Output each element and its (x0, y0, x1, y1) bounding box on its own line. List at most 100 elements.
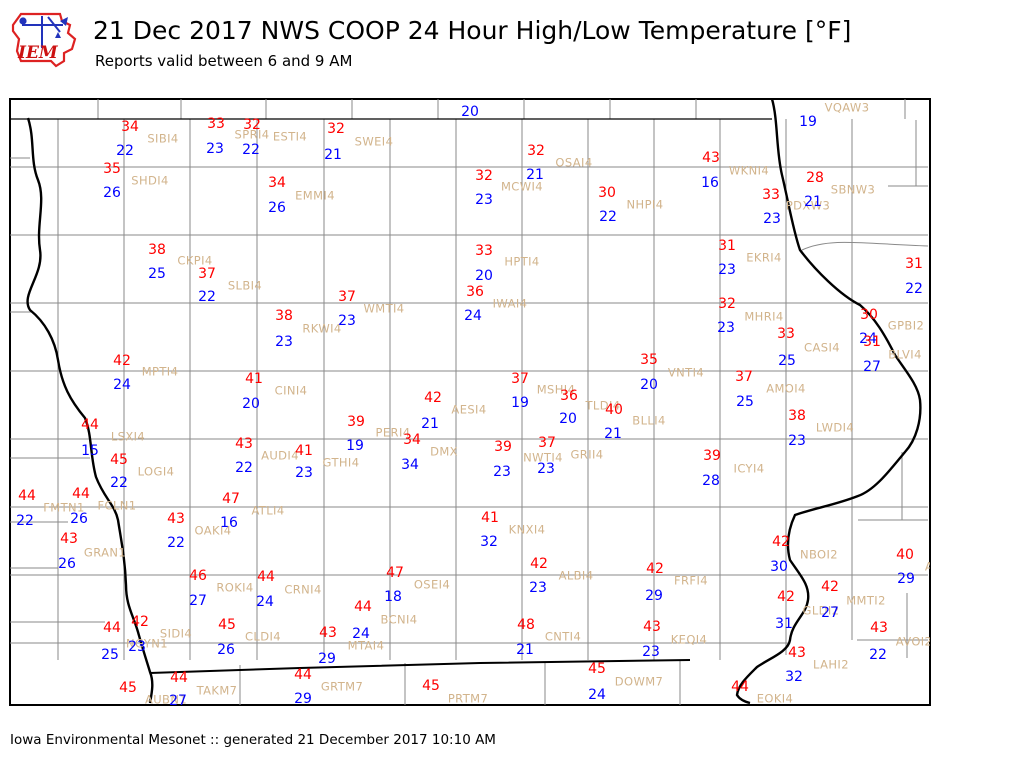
station-PERI4-low-temp: 19 (346, 438, 364, 454)
station-OSEI4-low-temp: 18 (384, 589, 402, 605)
page-subtitle: Reports valid between 6 and 9 AM (95, 52, 353, 70)
station-unlabeled-low-temp: 22 (905, 281, 923, 297)
station-id-label-MPTI4: MPTI4 (141, 364, 179, 379)
station-GRTM7-low-temp: 29 (294, 691, 312, 705)
station-id-label-PDXW3: PDXW3 (785, 198, 831, 213)
station-FMTN1-low-temp: 22 (16, 513, 34, 529)
station-MSHI4-high-temp: 37 (511, 371, 529, 387)
station-ICYI4-high-temp: 39 (703, 448, 721, 464)
station-MCWI4-low-temp: 23 (475, 192, 493, 208)
station-SLBI4-high-temp: 37 (198, 266, 216, 282)
station-BCNI4-high-temp: 44 (354, 599, 372, 615)
station-CASI4-low-temp: 25 (778, 353, 796, 369)
station-AMOI4-low-temp: 25 (736, 394, 754, 410)
station-id-label-GRTM7: GRTM7 (320, 679, 364, 694)
station-id-label-WMTI4: WMTI4 (363, 301, 405, 316)
station-FCLN1-low-temp: 26 (70, 511, 88, 527)
station-id-label-MTAI4: MTAI4 (347, 638, 385, 653)
station-id-label-OSAI4: OSAI4 (555, 155, 593, 170)
station-ALBI4-high-temp: 42 (530, 556, 548, 572)
station-id-label-IWAI4: IWAI4 (492, 296, 528, 311)
station-id-label-CNTI4: CNTI4 (544, 629, 582, 644)
station-MTAI4-low-temp: 29 (318, 651, 336, 667)
station-CNTI4-high-temp: 48 (517, 617, 535, 633)
station-DMX-high-temp: 34 (403, 432, 421, 448)
station-id-label-GPBI2: GPBI2 (887, 318, 925, 333)
station-id-label-NWTI4: NWTI4 (523, 450, 563, 465)
station-FRFI4-low-temp: 29 (645, 588, 663, 604)
station-SLBI4-low-temp: 22 (198, 289, 216, 305)
station-OSAI4-high-temp: 32 (527, 143, 545, 159)
station-CRNI4-high-temp: 44 (257, 569, 275, 585)
station-DMX-low-temp: 34 (401, 457, 419, 473)
station-VNTI4-low-temp: 20 (640, 377, 658, 393)
station-CRNI4-low-temp: 24 (256, 594, 274, 610)
station-MMTI2-low-temp: 27 (821, 605, 839, 621)
station-MCWI4-high-temp: 32 (475, 168, 493, 184)
station-id-label-BLLI4: BLLI4 (632, 413, 666, 428)
station-ROKI4-low-temp: 27 (189, 593, 207, 609)
station-id-label-SHDI4: SHDI4 (131, 173, 169, 188)
station-id-label-CRNI4: CRNI4 (284, 582, 322, 597)
station-NHPI4-low-temp: 22 (599, 209, 617, 225)
station-MMTI2-high-temp: 42 (821, 579, 839, 595)
station-CLDI4-high-temp: 45 (218, 617, 236, 633)
station-DOWM7-high-temp: 45 (588, 661, 606, 677)
station-id-label-ATLI4: ATLI4 (251, 503, 285, 518)
station-SWEI4-high-temp: 32 (327, 121, 345, 137)
station-FCLN1-high-temp: 44 (72, 486, 90, 502)
station-id-label-CKPI4: CKPI4 (177, 253, 213, 268)
station-GRII4-low-temp: 23 (537, 461, 555, 477)
station-BLLI4-low-temp: 21 (604, 426, 622, 442)
station-EMMI4-low-temp: 26 (268, 200, 286, 216)
station-CASI4-high-temp: 33 (777, 326, 795, 342)
station-id-label-WKNI4: WKNI4 (728, 163, 770, 178)
station-id-label-SIDI4: SIDI4 (159, 626, 193, 641)
station-LAHI2-low-temp: 32 (785, 669, 803, 685)
station-MTAI4-high-temp: 43 (319, 625, 337, 641)
station-NWTI4-high-temp: 39 (494, 439, 512, 455)
station-AVOI2-high-temp: 43 (870, 620, 888, 636)
station-id-label-FCLN1: FCLN1 (97, 498, 137, 513)
station-LWDI4-low-temp: 23 (788, 433, 806, 449)
station-GRTM7-high-temp: 44 (294, 667, 312, 683)
station-id-label-EOKI4: EOKI4 (756, 691, 794, 705)
station-id-label-MSHI4: MSHI4 (536, 382, 576, 397)
station-GTHI4-low-temp: 23 (295, 465, 313, 481)
station-IWAI4-high-temp: 36 (466, 284, 484, 300)
station-id-label-RKWI4: RKWI4 (302, 321, 342, 336)
station-WMTI4-low-temp: 23 (338, 313, 356, 329)
station-CKPI4-low-temp: 25 (148, 266, 166, 282)
station-id-label-FRFI4: FRFI4 (674, 573, 708, 588)
station-AUDI4-low-temp: 22 (235, 460, 253, 476)
station-id-label-ROKI4: ROKI4 (216, 580, 254, 595)
station-id-label-NGYN1: NGYN1 (126, 636, 168, 651)
station-ATLI4-low-temp: 16 (220, 515, 238, 531)
station-CNTI4-low-temp: 21 (516, 642, 534, 658)
station-id-label-SBNW3: SBNW3 (830, 182, 876, 197)
station-unlabeled-low-temp: 20 (461, 104, 479, 120)
station-FRFI4-high-temp: 42 (646, 561, 664, 577)
iem-logo: IEM (11, 12, 77, 68)
station-id-label-AMOI4: AMOI4 (766, 381, 806, 396)
station-SPRI4-low-temp: 23 (206, 141, 224, 157)
county-grid (10, 99, 929, 705)
station-GPBI2-low-temp: 24 (859, 331, 877, 347)
iowa-outline (11, 12, 77, 68)
station-SBNW3-low-temp: 21 (804, 194, 822, 210)
station-OSAI4-low-temp: 21 (526, 167, 544, 183)
station-MHRI4-high-temp: 32 (718, 296, 736, 312)
station-NBOI2-low-temp: 30 (770, 559, 788, 575)
station-SBNW3-high-temp: 28 (806, 170, 824, 186)
state-borders (10, 98, 922, 705)
station-HPTI4-low-temp: 20 (475, 268, 493, 284)
station-id-label-KNXI4: KNXI4 (508, 522, 546, 537)
station-report-layer: 20 SIBI4 34 22 SPRI4 33 23 ESTI4 32 22 SWEI4 32 21 SH… (10, 99, 930, 705)
station-GRAN1-high-temp: 43 (60, 531, 78, 547)
station-DOWM7-low-temp: 24 (588, 687, 606, 703)
station-id-label-DOWM7: DOWM7 (614, 674, 664, 689)
missouri-border (149, 659, 691, 674)
station-SIBI4-high-temp: 34 (121, 119, 139, 135)
station-SPRI4-high-temp: 33 (207, 116, 225, 132)
station-id-label-HPTI4: HPTI4 (504, 254, 540, 269)
